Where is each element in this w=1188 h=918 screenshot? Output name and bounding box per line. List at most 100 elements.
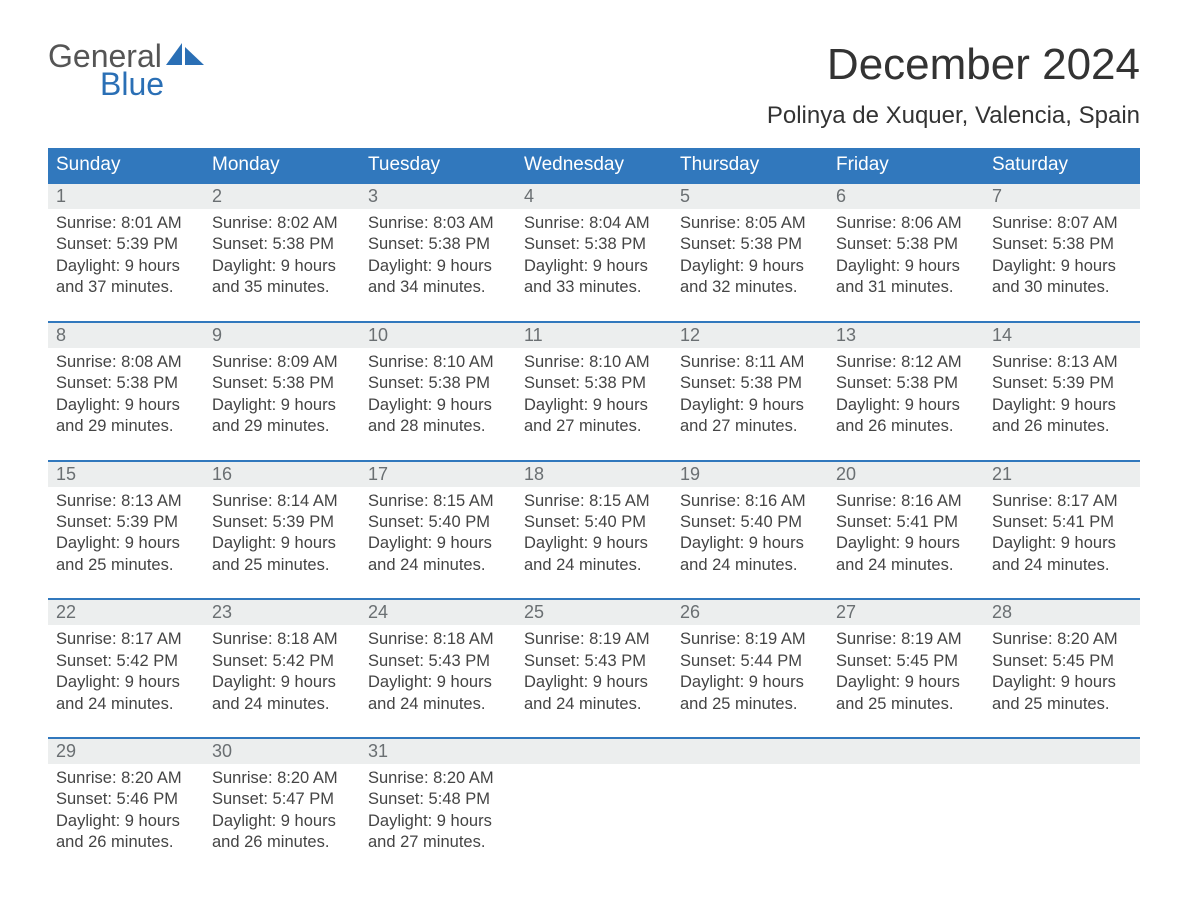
sunset-line: Sunset: 5:44 PM: [680, 651, 820, 672]
daylight-line-2: and 25 minutes.: [836, 694, 976, 715]
daylight-line-2: and 26 minutes.: [992, 416, 1132, 437]
day-body: Sunrise: 8:16 AMSunset: 5:40 PMDaylight:…: [672, 487, 828, 577]
daylight-line-1: Daylight: 9 hours: [212, 672, 352, 693]
calendar-day: 26Sunrise: 8:19 AMSunset: 5:44 PMDayligh…: [672, 600, 828, 715]
day-body: Sunrise: 8:07 AMSunset: 5:38 PMDaylight:…: [984, 209, 1140, 299]
sunset-line: Sunset: 5:38 PM: [212, 234, 352, 255]
day-number: 23: [204, 600, 360, 625]
sunset-line: Sunset: 5:43 PM: [524, 651, 664, 672]
day-number: 25: [516, 600, 672, 625]
calendar-day: 20Sunrise: 8:16 AMSunset: 5:41 PMDayligh…: [828, 462, 984, 577]
day-number: 11: [516, 323, 672, 348]
header: General Blue December 2024 Polinya de Xu…: [48, 40, 1140, 140]
day-number: 26: [672, 600, 828, 625]
calendar-week: 15Sunrise: 8:13 AMSunset: 5:39 PMDayligh…: [48, 460, 1140, 577]
sunrise-line: Sunrise: 8:04 AM: [524, 213, 664, 234]
sunset-line: Sunset: 5:39 PM: [56, 512, 196, 533]
daylight-line-2: and 24 minutes.: [212, 694, 352, 715]
logo-word-blue: Blue: [100, 68, 206, 100]
calendar-day: 7Sunrise: 8:07 AMSunset: 5:38 PMDaylight…: [984, 184, 1140, 299]
title-block: December 2024 Polinya de Xuquer, Valenci…: [767, 40, 1140, 140]
sunset-line: Sunset: 5:39 PM: [56, 234, 196, 255]
daylight-line-2: and 28 minutes.: [368, 416, 508, 437]
day-number: 7: [984, 184, 1140, 209]
daylight-line-1: Daylight: 9 hours: [524, 395, 664, 416]
sunrise-line: Sunrise: 8:05 AM: [680, 213, 820, 234]
sunset-line: Sunset: 5:40 PM: [524, 512, 664, 533]
calendar-day: 18Sunrise: 8:15 AMSunset: 5:40 PMDayligh…: [516, 462, 672, 577]
sunrise-line: Sunrise: 8:14 AM: [212, 491, 352, 512]
calendar-day: 14Sunrise: 8:13 AMSunset: 5:39 PMDayligh…: [984, 323, 1140, 438]
day-number: 27: [828, 600, 984, 625]
sunrise-line: Sunrise: 8:20 AM: [368, 768, 508, 789]
daylight-line-2: and 27 minutes.: [680, 416, 820, 437]
day-body: Sunrise: 8:05 AMSunset: 5:38 PMDaylight:…: [672, 209, 828, 299]
day-body: Sunrise: 8:16 AMSunset: 5:41 PMDaylight:…: [828, 487, 984, 577]
calendar: SundayMondayTuesdayWednesdayThursdayFrid…: [48, 148, 1140, 854]
sunrise-line: Sunrise: 8:01 AM: [56, 213, 196, 234]
day-body: Sunrise: 8:15 AMSunset: 5:40 PMDaylight:…: [516, 487, 672, 577]
calendar-day: 30Sunrise: 8:20 AMSunset: 5:47 PMDayligh…: [204, 739, 360, 854]
day-number: 14: [984, 323, 1140, 348]
daylight-line-2: and 24 minutes.: [524, 555, 664, 576]
day-number: 20: [828, 462, 984, 487]
calendar-day-empty: [672, 739, 828, 854]
daylight-line-2: and 24 minutes.: [524, 694, 664, 715]
calendar-day: 17Sunrise: 8:15 AMSunset: 5:40 PMDayligh…: [360, 462, 516, 577]
daylight-line-2: and 27 minutes.: [524, 416, 664, 437]
day-number: 1: [48, 184, 204, 209]
daylight-line-1: Daylight: 9 hours: [680, 533, 820, 554]
sunset-line: Sunset: 5:41 PM: [836, 512, 976, 533]
sunset-line: Sunset: 5:39 PM: [212, 512, 352, 533]
calendar-day: 3Sunrise: 8:03 AMSunset: 5:38 PMDaylight…: [360, 184, 516, 299]
weekday-label: Wednesday: [516, 148, 672, 182]
calendar-day-empty: [984, 739, 1140, 854]
calendar-day: 6Sunrise: 8:06 AMSunset: 5:38 PMDaylight…: [828, 184, 984, 299]
daylight-line-1: Daylight: 9 hours: [524, 533, 664, 554]
day-number: 4: [516, 184, 672, 209]
daylight-line-1: Daylight: 9 hours: [212, 533, 352, 554]
day-body: Sunrise: 8:13 AMSunset: 5:39 PMDaylight:…: [48, 487, 204, 577]
day-body: Sunrise: 8:13 AMSunset: 5:39 PMDaylight:…: [984, 348, 1140, 438]
sunrise-line: Sunrise: 8:07 AM: [992, 213, 1132, 234]
day-number: 28: [984, 600, 1140, 625]
daylight-line-1: Daylight: 9 hours: [836, 395, 976, 416]
logo: General Blue: [48, 40, 206, 100]
sunset-line: Sunset: 5:40 PM: [680, 512, 820, 533]
sunrise-line: Sunrise: 8:03 AM: [368, 213, 508, 234]
sunset-line: Sunset: 5:38 PM: [524, 234, 664, 255]
calendar-day: 1Sunrise: 8:01 AMSunset: 5:39 PMDaylight…: [48, 184, 204, 299]
day-body: Sunrise: 8:18 AMSunset: 5:42 PMDaylight:…: [204, 625, 360, 715]
day-number: 3: [360, 184, 516, 209]
daylight-line-2: and 35 minutes.: [212, 277, 352, 298]
calendar-day: 15Sunrise: 8:13 AMSunset: 5:39 PMDayligh…: [48, 462, 204, 577]
day-number: 8: [48, 323, 204, 348]
daylight-line-2: and 25 minutes.: [212, 555, 352, 576]
weekday-label: Thursday: [672, 148, 828, 182]
daylight-line-2: and 24 minutes.: [836, 555, 976, 576]
calendar-day: 12Sunrise: 8:11 AMSunset: 5:38 PMDayligh…: [672, 323, 828, 438]
daylight-line-1: Daylight: 9 hours: [368, 811, 508, 832]
day-number: 18: [516, 462, 672, 487]
sunrise-line: Sunrise: 8:08 AM: [56, 352, 196, 373]
calendar-week: 22Sunrise: 8:17 AMSunset: 5:42 PMDayligh…: [48, 598, 1140, 715]
day-body: Sunrise: 8:06 AMSunset: 5:38 PMDaylight:…: [828, 209, 984, 299]
daylight-line-1: Daylight: 9 hours: [56, 672, 196, 693]
calendar-day: 29Sunrise: 8:20 AMSunset: 5:46 PMDayligh…: [48, 739, 204, 854]
calendar-week: 29Sunrise: 8:20 AMSunset: 5:46 PMDayligh…: [48, 737, 1140, 854]
daylight-line-1: Daylight: 9 hours: [56, 533, 196, 554]
weekday-label: Tuesday: [360, 148, 516, 182]
day-body: Sunrise: 8:10 AMSunset: 5:38 PMDaylight:…: [516, 348, 672, 438]
daylight-line-2: and 25 minutes.: [992, 694, 1132, 715]
day-number: 17: [360, 462, 516, 487]
sunrise-line: Sunrise: 8:15 AM: [368, 491, 508, 512]
day-body: Sunrise: 8:19 AMSunset: 5:45 PMDaylight:…: [828, 625, 984, 715]
daylight-line-2: and 27 minutes.: [368, 832, 508, 853]
day-number: 5: [672, 184, 828, 209]
day-body: Sunrise: 8:15 AMSunset: 5:40 PMDaylight:…: [360, 487, 516, 577]
daylight-line-2: and 34 minutes.: [368, 277, 508, 298]
day-number: 10: [360, 323, 516, 348]
sunset-line: Sunset: 5:42 PM: [212, 651, 352, 672]
daylight-line-1: Daylight: 9 hours: [836, 533, 976, 554]
calendar-day: 28Sunrise: 8:20 AMSunset: 5:45 PMDayligh…: [984, 600, 1140, 715]
